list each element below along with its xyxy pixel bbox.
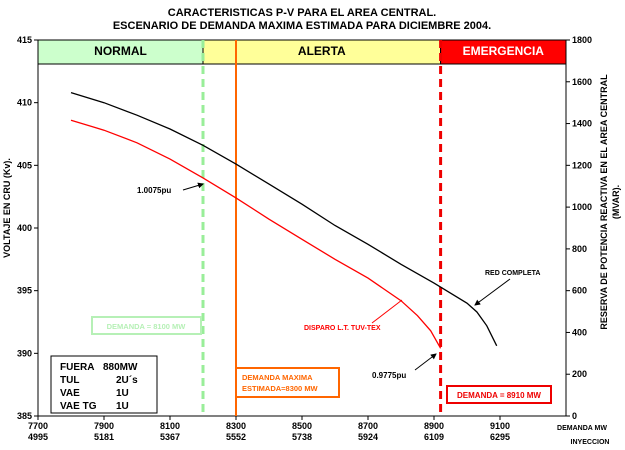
series-line-1 [70, 91, 498, 347]
box-demanda-maxima: DEMANDA MAXIMA ESTIMADA=8300 MW [235, 367, 340, 398]
chart-title-line-1: CARACTERISTICAS P-V PARA EL AREA CENTRAL… [168, 7, 437, 19]
info-row-1-val: 880MW [103, 362, 138, 373]
zone-band-1 [37, 39, 204, 65]
y2-axis-label-line-1: RESERVA DE POTENCIA REACTIVA EN EL AREA … [599, 74, 609, 330]
x2-tick-label-2: 5181 [94, 432, 114, 442]
annotation-1-0075pu: 1.0075pu [137, 186, 171, 195]
box-demanda-maxima-line-2: ESTIMADA=8300 MW [242, 384, 319, 393]
info-row-4-key: VAE TG [60, 401, 97, 412]
zone-label-3: EMERGENCIA [463, 44, 545, 58]
y2-tick-label-4: 600 [572, 286, 587, 296]
right-axis: 0 200 400 600 800 1000 1200 1400 1600 1800 [566, 35, 592, 421]
y-axis-label: VOLTAJE EN CRU (Kv). [2, 158, 12, 258]
x2-tick-label-3: 5367 [160, 432, 180, 442]
y-tick-label-5: 405 [17, 160, 32, 170]
annotation-red-completa: RED COMPLETA [485, 270, 540, 277]
y2-tick-label-5: 800 [572, 244, 587, 254]
x-tick-label-3: 8100 [160, 421, 180, 431]
y-tick-label-4: 400 [17, 223, 32, 233]
x2-tick-label-1: 4995 [28, 432, 48, 442]
x-tick-label-5: 8500 [292, 421, 312, 431]
x2-tick-label-5: 5738 [292, 432, 312, 442]
x-tick-label-4: 8300 [226, 421, 246, 431]
annotation-0-9775pu: 0.9775pu [372, 371, 406, 380]
annotations: 1.0075pu RED COMPLETA DISPARO L.T. TUV-T… [137, 182, 540, 380]
y2-tick-label-2: 200 [572, 369, 587, 379]
chart-title-line-2: ESCENARIO DE DEMANDA MAXIMA ESTIMADA PAR… [113, 20, 491, 32]
zone-label-2: ALERTA [298, 44, 346, 58]
annotation-disparo-arrow [371, 299, 403, 324]
y-tick-label-3: 395 [17, 286, 32, 296]
x2-tick-label-6: 5924 [358, 432, 378, 442]
y2-tick-label-8: 1400 [572, 119, 592, 129]
y-tick-label-7: 415 [17, 35, 32, 45]
box-demanda-8100: DEMANDA = 8100 MW [91, 316, 202, 335]
left-axis: 385 390 395 400 405 410 415 [17, 35, 38, 421]
box-demanda-8910-text: DEMANDA = 8910 MW [457, 391, 541, 400]
annotation-1-0075pu-arrow [182, 182, 204, 191]
zone-label-1: NORMAL [94, 44, 147, 58]
y2-tick-label-7: 1200 [572, 160, 592, 170]
info-row-4-val: 1U [116, 401, 129, 412]
annotation-disparo: DISPARO L.T. TUV-TEX [304, 325, 381, 332]
y2-tick-label-1: 0 [572, 411, 577, 421]
x-tick-label-7: 8900 [424, 421, 444, 431]
y-tick-label-1: 385 [17, 411, 32, 421]
y2-tick-label-6: 1000 [572, 202, 592, 212]
y2-tick-label-9: 1600 [572, 77, 592, 87]
series-line-2 [70, 119, 442, 349]
x2-tick-label-7: 6109 [424, 432, 444, 442]
x-axis-label: DEMANDA MW [557, 425, 607, 432]
x2-tick-label-8: 6295 [490, 432, 510, 442]
series-group [70, 91, 498, 349]
annotation-0-9775pu-arrow [414, 353, 437, 371]
box-demanda-8910: DEMANDA = 8910 MW [446, 385, 552, 404]
y2-tick-label-3: 400 [572, 327, 587, 337]
info-table: FUERA 880MW TUL 2U´s VAE 1U VAE TG 1U [50, 355, 158, 414]
y-tick-label-6: 410 [17, 98, 32, 108]
x-tick-label-2: 7900 [94, 421, 114, 431]
x-tick-label-6: 8700 [358, 421, 378, 431]
x2-tick-label-4: 5552 [226, 432, 246, 442]
zone-band-2 [202, 39, 442, 65]
box-demanda-maxima-line-1: DEMANDA MAXIMA [242, 373, 313, 382]
box-demanda-8100-text: DEMANDA = 8100 MW [107, 322, 187, 331]
info-row-2-val: 2U´s [116, 375, 138, 386]
x-tick-label-8: 9100 [490, 421, 510, 431]
reference-lines [201, 40, 443, 416]
info-row-3-key: VAE [60, 388, 80, 399]
info-row-1-key: FUERA [60, 362, 94, 373]
y2-axis-label-line-2: (MVAR). [611, 185, 621, 219]
x-tick-label-1: 7700 [28, 421, 48, 431]
info-row-3-val: 1U [116, 388, 129, 399]
annotation-red-completa-arrow [474, 278, 511, 306]
x2-axis-label: INYECCION [571, 439, 610, 446]
y2-tick-label-10: 1800 [572, 35, 592, 45]
info-row-2-key: TUL [60, 375, 79, 386]
zone-bands: NORMAL ALERTA EMERGENCIA [37, 39, 567, 65]
y-tick-label-2: 390 [17, 348, 32, 358]
